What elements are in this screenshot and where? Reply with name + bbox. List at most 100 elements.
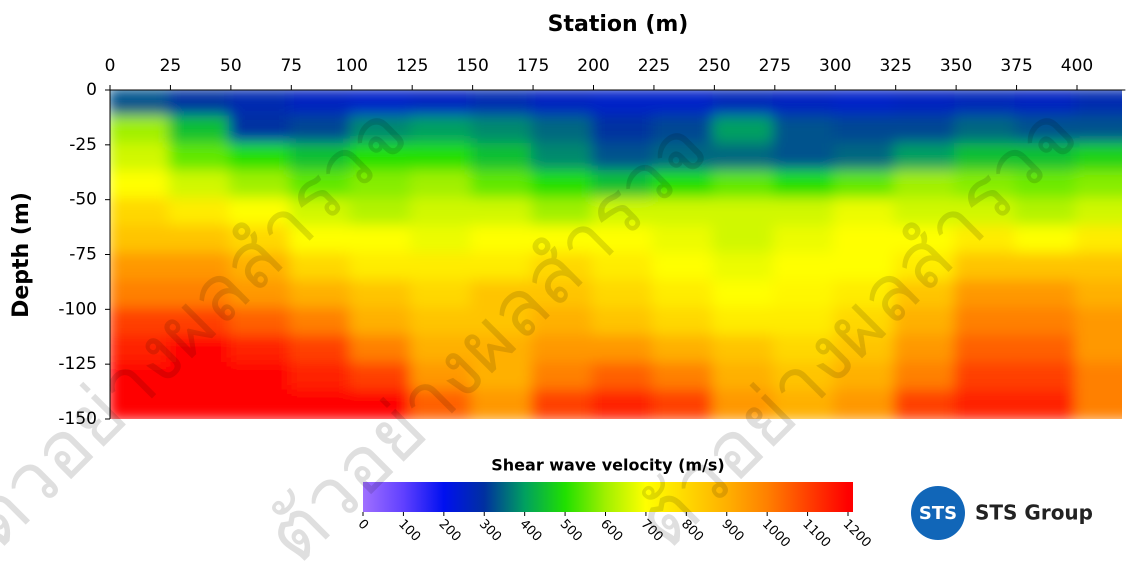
heatmap-cell: [228, 225, 294, 257]
heatmap-cell: [228, 362, 294, 394]
heatmap-cell: [168, 115, 233, 147]
heatmap-cell: [1075, 90, 1122, 120]
heatmap-cell: [954, 307, 1019, 339]
colorbar-tick-label: 1200: [840, 517, 874, 551]
x-tick-label: 25: [160, 56, 182, 76]
y-tick-label: -125: [58, 354, 97, 374]
heatmap-cell: [410, 197, 475, 230]
heatmap-cell: [1014, 115, 1079, 147]
heatmap-cell: [228, 90, 294, 120]
heatmap-cell: [772, 90, 838, 120]
heatmap-cell: [712, 279, 777, 312]
heatmap-cell: [168, 142, 233, 175]
heatmap-cell: [712, 389, 777, 419]
heatmap-cell: [833, 197, 898, 230]
heatmap-cell: [772, 334, 838, 367]
heatmap-cell: [228, 279, 294, 312]
heatmap-cell: [110, 252, 173, 284]
heatmap-cell: [893, 115, 959, 147]
heatmap-cell: [470, 197, 536, 230]
x-tick-label: 0: [105, 56, 116, 76]
heatmap-cell: [954, 252, 1019, 284]
heatmap-cell: [712, 90, 777, 120]
heatmap-cell: [893, 362, 959, 394]
heatmap-cell: [1075, 307, 1122, 339]
heatmap-cell: [531, 307, 596, 339]
heatmap-cell: [712, 362, 777, 394]
heatmap-cell: [1014, 389, 1079, 419]
heatmap-cell: [168, 334, 233, 367]
heatmap-cell: [954, 170, 1019, 202]
heatmap-cell: [712, 252, 777, 284]
heatmap-cell: [651, 90, 717, 120]
heatmap-cell: [954, 115, 1019, 147]
heatmap-cell: [893, 90, 959, 120]
heatmap-cell: [168, 389, 233, 419]
y-tick-label: -150: [58, 409, 97, 429]
heatmap-cell: [110, 142, 173, 175]
heatmap-cell: [954, 225, 1019, 257]
heatmap-cell: [410, 334, 475, 367]
heatmap-cell: [110, 334, 173, 367]
heatmap-cell: [833, 279, 898, 312]
heatmap-cell: [531, 389, 596, 419]
heatmap-cell: [651, 307, 717, 339]
colorbar: [363, 482, 853, 512]
heatmap-cell: [591, 90, 656, 120]
heatmap-cell: [289, 90, 354, 120]
heatmap-cell: [833, 389, 898, 419]
heatmap-cell: [410, 279, 475, 312]
y-axis-title: Depth (m): [9, 192, 34, 318]
colorbar-tick-label: 400: [516, 517, 544, 545]
heatmap-cell: [954, 142, 1019, 175]
heatmap-cell: [772, 197, 838, 230]
x-tick-label: 375: [1000, 56, 1032, 76]
heatmap-cell: [110, 115, 173, 147]
heatmap-cell: [349, 389, 415, 419]
x-tick-label: 350: [940, 56, 972, 76]
colorbar-tick-label: 600: [597, 517, 625, 545]
heatmap-cell: [833, 115, 898, 147]
heatmap-cell: [228, 389, 294, 419]
plot-area: [110, 90, 1122, 419]
y-tick-label: -50: [69, 190, 97, 210]
heatmap-cell: [651, 252, 717, 284]
colorbar-tick-label: 500: [557, 517, 585, 545]
heatmap-cell: [228, 115, 294, 147]
y-tick-label: 0: [86, 80, 97, 100]
x-tick-label: 200: [577, 56, 609, 76]
heatmap-cell: [833, 252, 898, 284]
heatmap-cell: [110, 225, 173, 257]
heatmap-cell: [712, 307, 777, 339]
heatmap-cell: [651, 197, 717, 230]
heatmap-cell: [289, 170, 354, 202]
heatmap-cell: [470, 389, 536, 419]
heatmap-cell: [591, 170, 656, 202]
colorbar-title: Shear wave velocity (m/s): [491, 456, 725, 475]
heatmap-cell: [349, 170, 415, 202]
heatmap-cell: [289, 142, 354, 175]
heatmap-cell: [893, 389, 959, 419]
heatmap-cell: [531, 90, 596, 120]
heatmap-cell: [591, 115, 656, 147]
heatmap-cell: [410, 170, 475, 202]
heatmap-cell: [893, 142, 959, 175]
heatmap-cell: [1014, 225, 1079, 257]
heatmap-cell: [772, 142, 838, 175]
heatmap-cell: [591, 279, 656, 312]
heatmap: [110, 90, 1122, 419]
heatmap-cell: [651, 362, 717, 394]
heatmap-cell: [470, 307, 536, 339]
heatmap-cell: [591, 362, 656, 394]
x-tick-label: 400: [1061, 56, 1093, 76]
heatmap-cell: [410, 115, 475, 147]
x-tick-label: 75: [280, 56, 302, 76]
heatmap-cell: [893, 307, 959, 339]
heatmap-cell: [410, 307, 475, 339]
heatmap-cell: [531, 170, 596, 202]
heatmap-cell: [1075, 197, 1122, 230]
heatmap-cell: [712, 225, 777, 257]
heatmap-cell: [289, 279, 354, 312]
heatmap-cell: [1075, 115, 1122, 147]
